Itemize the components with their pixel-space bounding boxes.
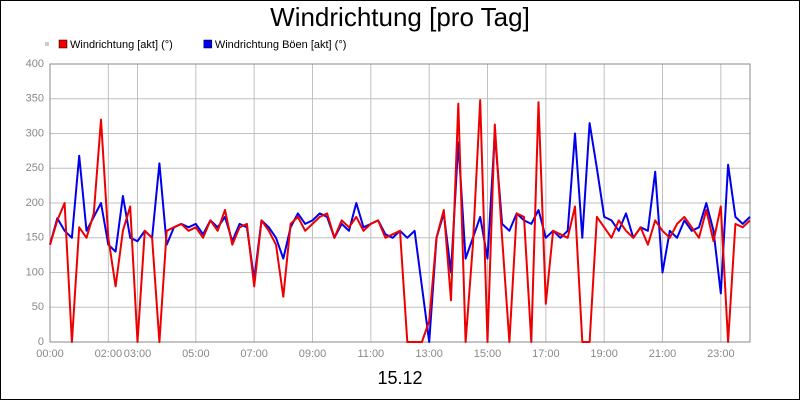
y-tick-label: 100 — [26, 266, 44, 278]
y-tick-label: 200 — [26, 197, 44, 209]
x-tick-label: 11:00 — [357, 348, 384, 360]
legend-swatch — [203, 39, 213, 49]
y-tick-label: 400 — [26, 58, 44, 70]
x-tick-label: 15:00 — [474, 348, 502, 360]
y-tick-label: 50 — [32, 301, 44, 313]
x-tick-label: 21:00 — [649, 348, 677, 360]
y-tick-label: 250 — [26, 162, 44, 174]
x-tick-label: 19:00 — [590, 348, 618, 360]
x-axis-label: 15.12 — [377, 368, 422, 388]
x-tick-label: 09:00 — [299, 348, 327, 360]
legend-label: Windrichtung [akt] (°) — [70, 39, 173, 51]
x-tick-label: 07:00 — [240, 348, 268, 360]
x-tick-label: 17:00 — [532, 348, 560, 360]
legend-icon — [45, 42, 49, 46]
x-tick-label: 05:00 — [182, 348, 210, 360]
y-tick-label: 0 — [38, 336, 44, 348]
chart-title: Windrichtung [pro Tag] — [270, 2, 530, 32]
x-tick-label: 00:00 — [36, 348, 64, 360]
legend-swatch — [58, 39, 68, 49]
x-tick-label: 13:00 — [415, 348, 443, 360]
y-tick-label: 350 — [26, 93, 44, 105]
y-tick-label: 150 — [26, 232, 44, 244]
legend-label: Windrichtung Böen [akt] (°) — [215, 39, 347, 51]
plot-border — [49, 63, 751, 343]
x-tick-label: 02:00 — [95, 348, 123, 360]
x-tick-label: 03:00 — [124, 348, 152, 360]
x-tick-label: 23:00 — [707, 348, 735, 360]
series-line — [49, 99, 751, 343]
y-tick-label: 300 — [26, 127, 44, 139]
